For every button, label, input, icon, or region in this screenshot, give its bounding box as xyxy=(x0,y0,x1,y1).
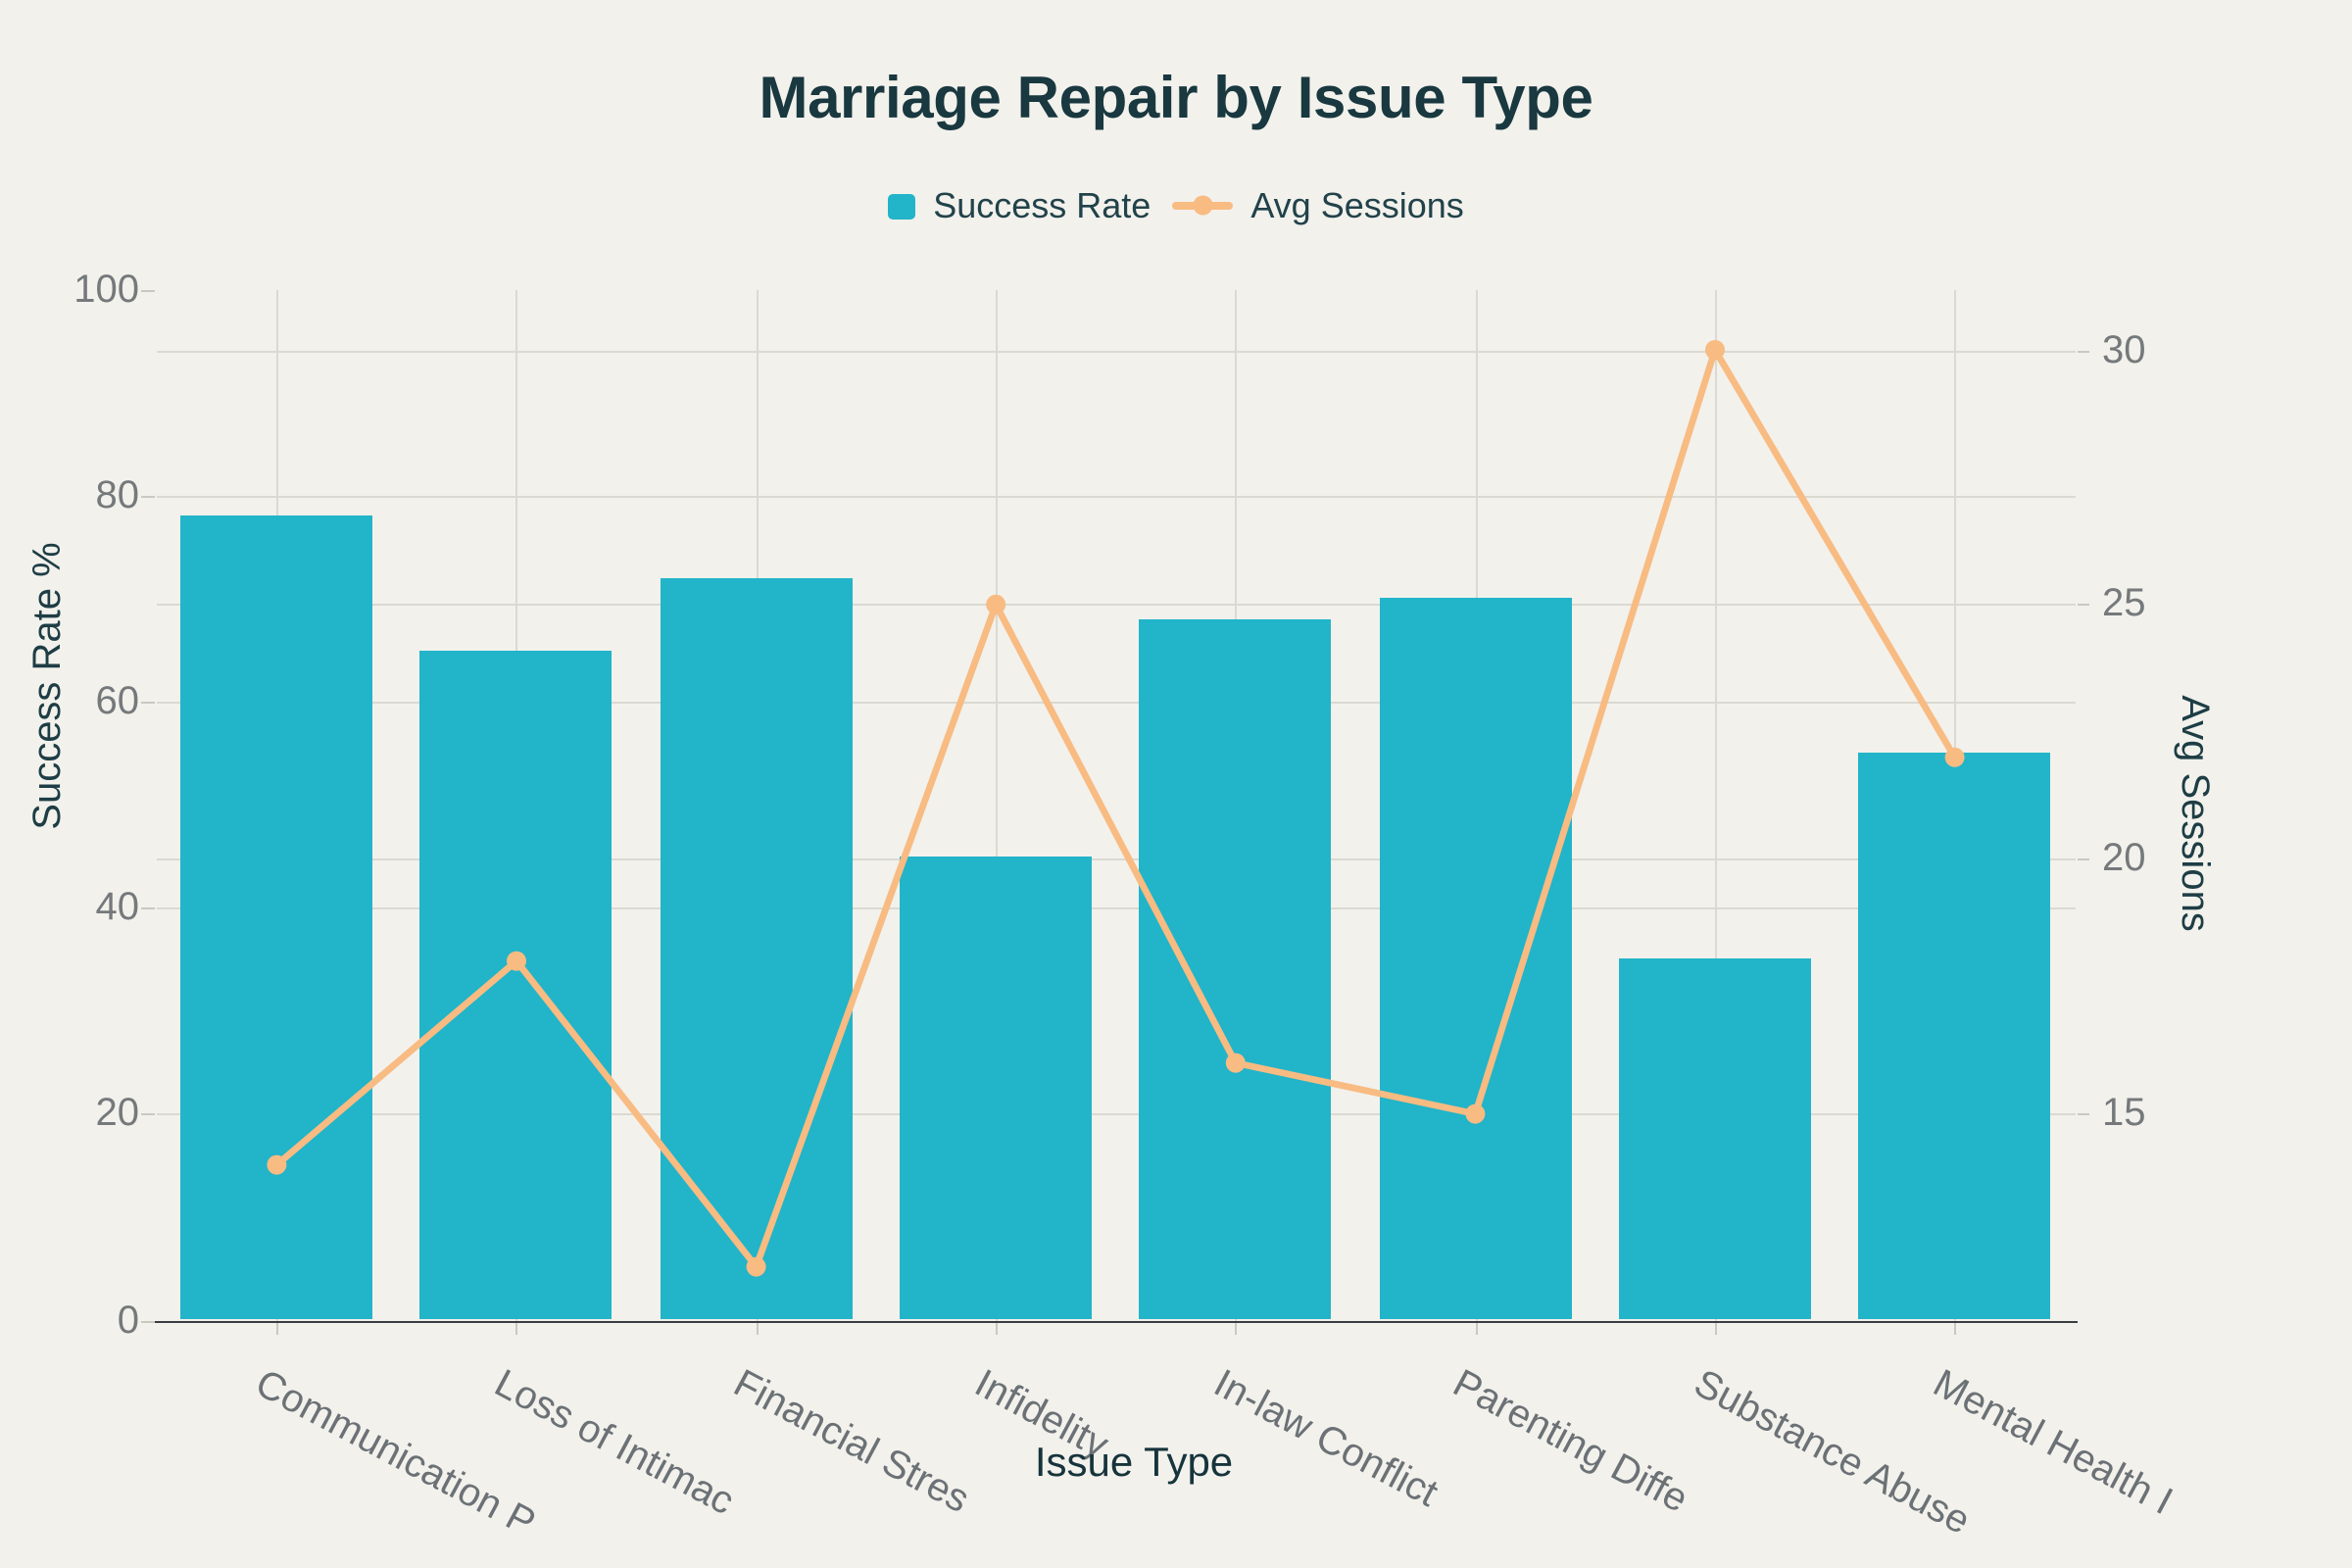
bar-infidelity[interactable] xyxy=(900,856,1093,1320)
x-axis-tick xyxy=(1715,1322,1718,1334)
y-axis-tick xyxy=(141,289,154,291)
y2-axis-tick xyxy=(2077,858,2089,861)
y2-axis-tick-label: 20 xyxy=(2102,837,2146,881)
x-axis-tick xyxy=(1954,1322,1957,1334)
y2-axis-tick-label: 30 xyxy=(2102,328,2146,371)
bar-financial-stres[interactable] xyxy=(660,577,853,1320)
line-point-substance-abuse[interactable] xyxy=(1705,340,1725,360)
y-axis-tick xyxy=(141,907,154,910)
line-point-in-law-conflict[interactable] xyxy=(1225,1053,1246,1073)
line-series-swatch-icon xyxy=(1172,195,1234,217)
x-axis-tick xyxy=(1235,1322,1238,1334)
bar-in-law-conflict[interactable] xyxy=(1139,618,1332,1320)
y-axis-tick-label: 20 xyxy=(95,1092,140,1136)
bar-parenting-diffe[interactable] xyxy=(1379,598,1572,1320)
y-axis-tick-label: 40 xyxy=(95,886,140,930)
bar-communication-p[interactable] xyxy=(180,515,373,1320)
y-left-axis-title: Success Rate % xyxy=(26,542,70,830)
line-point-parenting-diffe[interactable] xyxy=(1465,1103,1486,1124)
y-axis-tick xyxy=(141,1320,154,1322)
legend-item-success-rate[interactable]: Success Rate xyxy=(888,184,1151,227)
y-right-axis-title: Avg Sessions xyxy=(2172,695,2215,932)
y-axis-tick xyxy=(141,495,154,498)
line-point-infidelity[interactable] xyxy=(986,594,1006,614)
chart-title: Marriage Repair by Issue Type xyxy=(759,67,1593,131)
bar-series-swatch-icon xyxy=(888,193,916,219)
bar-mental-health-i[interactable] xyxy=(1858,753,2051,1320)
legend-label-success-rate: Success Rate xyxy=(933,186,1152,225)
y-axis-tick-label: 100 xyxy=(74,268,139,311)
x-axis-tick-label: Financial Stres xyxy=(726,1361,977,1522)
line-series-dot-icon xyxy=(1192,195,1213,217)
line-point-mental-health-i[interactable] xyxy=(1944,747,1965,767)
y-axis-tick-label: 0 xyxy=(117,1298,139,1342)
x-axis-tick-label: Parenting Diffe xyxy=(1446,1361,1695,1521)
y2-axis-tick-label: 25 xyxy=(2102,582,2146,626)
line-point-financial-stres[interactable] xyxy=(746,1256,766,1277)
bar-loss-of-intimac[interactable] xyxy=(419,650,612,1320)
line-point-loss-of-intimac[interactable] xyxy=(507,951,526,971)
x-axis-tick xyxy=(276,1322,279,1334)
y2-axis-tick xyxy=(2077,350,2089,352)
x-axis-tick xyxy=(1475,1322,1478,1334)
y-axis-tick-label: 60 xyxy=(95,679,140,723)
x-axis-title: Issue Type xyxy=(1034,1441,1234,1486)
legend: Success Rate Avg Sessions xyxy=(0,184,2352,227)
legend-item-avg-sessions[interactable]: Avg Sessions xyxy=(1172,184,1464,227)
legend-label-avg-sessions: Avg Sessions xyxy=(1250,186,1464,225)
bar-substance-abuse[interactable] xyxy=(1619,958,1812,1320)
y-axis-tick xyxy=(141,701,154,704)
y-axis-tick-label: 80 xyxy=(95,473,140,517)
x-axis-tick xyxy=(756,1322,759,1334)
h-gridline xyxy=(157,495,2075,498)
x-axis-tick xyxy=(515,1322,518,1334)
y2-axis-tick xyxy=(2077,1113,2089,1116)
y2-axis-tick-label: 15 xyxy=(2102,1092,2146,1136)
line-point-communication-p[interactable] xyxy=(267,1154,287,1175)
y-axis-tick xyxy=(141,1113,154,1116)
x-axis-line xyxy=(155,1320,2077,1324)
h-gridline xyxy=(157,604,2075,607)
x-axis-tick xyxy=(996,1322,999,1334)
x-axis-tick-label: In-law Conflict xyxy=(1206,1361,1445,1515)
y2-axis-tick xyxy=(2077,604,2089,607)
h-gridline xyxy=(157,350,2075,352)
